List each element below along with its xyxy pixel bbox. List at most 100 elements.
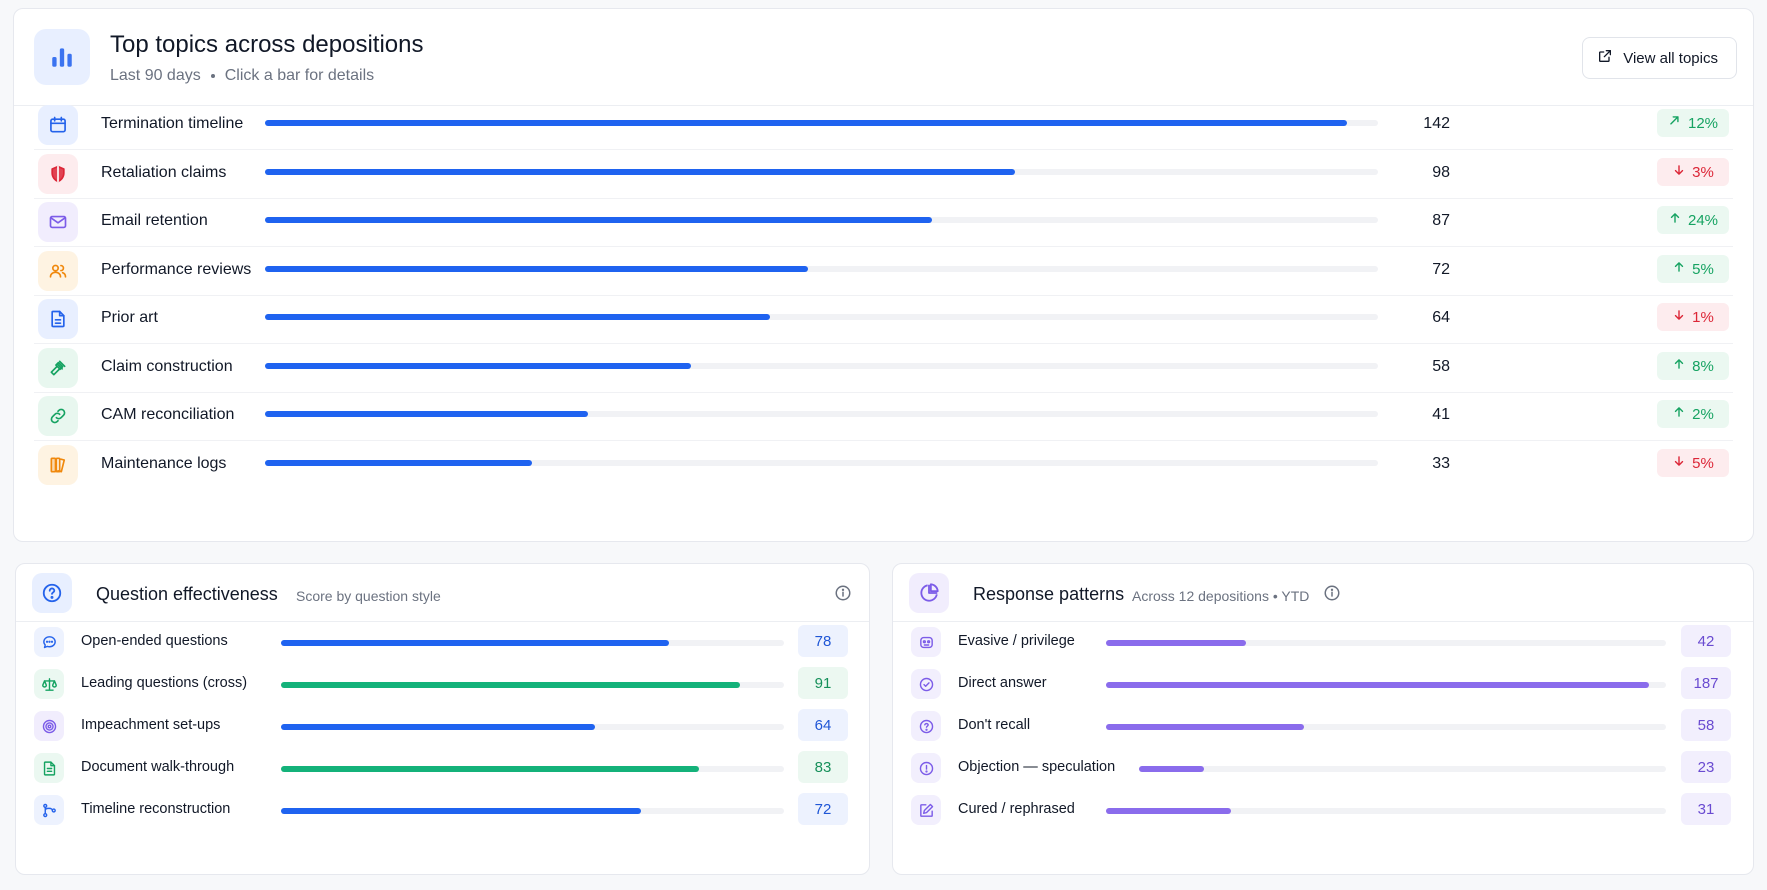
topic-count: 87 <box>1432 212 1450 229</box>
topic-count: 58 <box>1432 358 1450 375</box>
topic-bar[interactable] <box>265 217 932 223</box>
topic-bar-track[interactable] <box>265 363 1378 369</box>
section-subtitle: Score by question style <box>296 588 441 604</box>
topic-label: Email retention <box>101 212 208 229</box>
topic-row[interactable]: Retaliation claims 98 3% <box>14 145 1753 199</box>
info-icon[interactable] <box>1323 584 1341 602</box>
topic-bar-track[interactable] <box>265 217 1378 223</box>
list-item[interactable]: Impeachment set-ups 64 <box>16 706 869 746</box>
value-badge: 91 <box>798 667 848 699</box>
score-bar-track[interactable] <box>281 682 784 688</box>
score-bar-track[interactable] <box>1106 682 1666 688</box>
score-bar[interactable] <box>1106 724 1305 730</box>
score-bar[interactable] <box>281 766 699 772</box>
score-bar[interactable] <box>281 682 741 688</box>
score-bar[interactable] <box>1106 640 1246 646</box>
subtitle: Last 90 days Click a bar for details <box>110 67 374 85</box>
topic-label: CAM reconciliation <box>101 406 235 423</box>
topic-bar[interactable] <box>265 411 588 417</box>
chat-bubble-icon <box>34 627 64 657</box>
score-bar[interactable] <box>1139 766 1204 772</box>
section-title: Response patterns <box>973 584 1125 604</box>
score-bar-track[interactable] <box>1106 640 1666 646</box>
score-bar-track[interactable] <box>281 808 784 814</box>
topic-row[interactable]: Performance reviews 72 5% <box>14 242 1753 296</box>
book-icon <box>38 445 78 485</box>
score-bar-track[interactable] <box>1106 808 1666 814</box>
topic-row[interactable]: Termination timeline 142 12% <box>14 96 1753 150</box>
topic-row[interactable]: Claim construction 58 8% <box>14 339 1753 393</box>
topic-bar[interactable] <box>265 266 809 272</box>
score-bar-track[interactable] <box>281 724 784 730</box>
pie-chart-icon <box>909 573 949 613</box>
row-divider <box>34 149 1733 150</box>
value-badge: 78 <box>798 625 848 657</box>
hint-label: Click a bar for details <box>224 67 375 84</box>
topic-bar-track[interactable] <box>265 120 1378 126</box>
topic-bar-track[interactable] <box>265 314 1378 320</box>
topic-bar-track[interactable] <box>265 266 1378 272</box>
trend-badge: 12% <box>1657 109 1729 137</box>
item-label: Evasive / privilege <box>958 633 1075 649</box>
list-item[interactable]: Document walk-through 83 <box>16 748 869 788</box>
value-badge: 42 <box>1681 625 1731 657</box>
topic-row[interactable]: Email retention 87 24% <box>14 193 1753 247</box>
topic-bar-track[interactable] <box>265 460 1378 466</box>
score-bar[interactable] <box>281 808 641 814</box>
score-bar-track[interactable] <box>1139 766 1666 772</box>
trending-up-icon <box>1668 114 1682 132</box>
score-bar[interactable] <box>1106 808 1231 814</box>
list-item[interactable]: Evasive / privilege 42 <box>893 622 1753 662</box>
score-bar[interactable] <box>281 724 596 730</box>
branch-icon <box>34 795 64 825</box>
period-label: Last 90 days <box>110 67 201 84</box>
list-item[interactable]: Objection — speculation 23 <box>893 748 1753 788</box>
users-icon <box>38 251 78 291</box>
score-bar-track[interactable] <box>281 766 784 772</box>
topic-bar[interactable] <box>265 363 692 369</box>
bar-chart-icon <box>34 29 90 85</box>
edit-icon <box>911 795 941 825</box>
topic-bar[interactable] <box>265 460 533 466</box>
trend-badge: 5% <box>1657 255 1729 283</box>
calendar-icon <box>38 105 78 145</box>
item-label: Direct answer <box>958 675 1047 691</box>
topic-row[interactable]: CAM reconciliation 41 2% <box>14 387 1753 441</box>
trend-badge: 5% <box>1657 449 1729 477</box>
info-icon[interactable] <box>834 584 852 602</box>
row-divider <box>34 198 1733 199</box>
topic-row[interactable]: Maintenance logs 33 5% <box>14 436 1753 490</box>
list-item[interactable]: Timeline reconstruction 72 <box>16 790 869 830</box>
arrow-down-icon <box>1672 163 1686 181</box>
document-icon <box>38 299 78 339</box>
score-bar-track[interactable] <box>281 640 784 646</box>
topic-bar[interactable] <box>265 169 1016 175</box>
file-text-icon <box>34 753 64 783</box>
value-badge: 83 <box>798 751 848 783</box>
list-item[interactable]: Leading questions (cross) 91 <box>16 664 869 704</box>
topic-row[interactable]: Prior art 64 1% <box>14 290 1753 344</box>
list-item[interactable]: Cured / rephrased 31 <box>893 790 1753 830</box>
topic-bar[interactable] <box>265 120 1347 126</box>
topic-count: 64 <box>1432 309 1450 326</box>
mask-icon <box>911 627 941 657</box>
score-bar-track[interactable] <box>1106 724 1666 730</box>
list-item[interactable]: Open-ended questions 78 <box>16 622 869 662</box>
topic-bar-track[interactable] <box>265 411 1378 417</box>
item-label: Timeline reconstruction <box>81 801 231 817</box>
trend-value: 3% <box>1692 163 1714 181</box>
list-item[interactable]: Don't recall 58 <box>893 706 1753 746</box>
topic-label: Prior art <box>101 309 158 326</box>
score-bar[interactable] <box>281 640 670 646</box>
trend-badge: 24% <box>1657 206 1729 234</box>
score-bar[interactable] <box>1106 682 1650 688</box>
view-all-topics-button[interactable]: View all topics <box>1582 37 1737 79</box>
topic-bar-track[interactable] <box>265 169 1378 175</box>
trend-value: 12% <box>1687 114 1719 132</box>
topic-bar[interactable] <box>265 314 771 320</box>
arrow-down-icon <box>1672 308 1686 326</box>
topic-count: 72 <box>1432 261 1450 278</box>
list-item[interactable]: Direct answer 187 <box>893 664 1753 704</box>
section-divider <box>893 621 1753 622</box>
check-circle-icon <box>911 669 941 699</box>
